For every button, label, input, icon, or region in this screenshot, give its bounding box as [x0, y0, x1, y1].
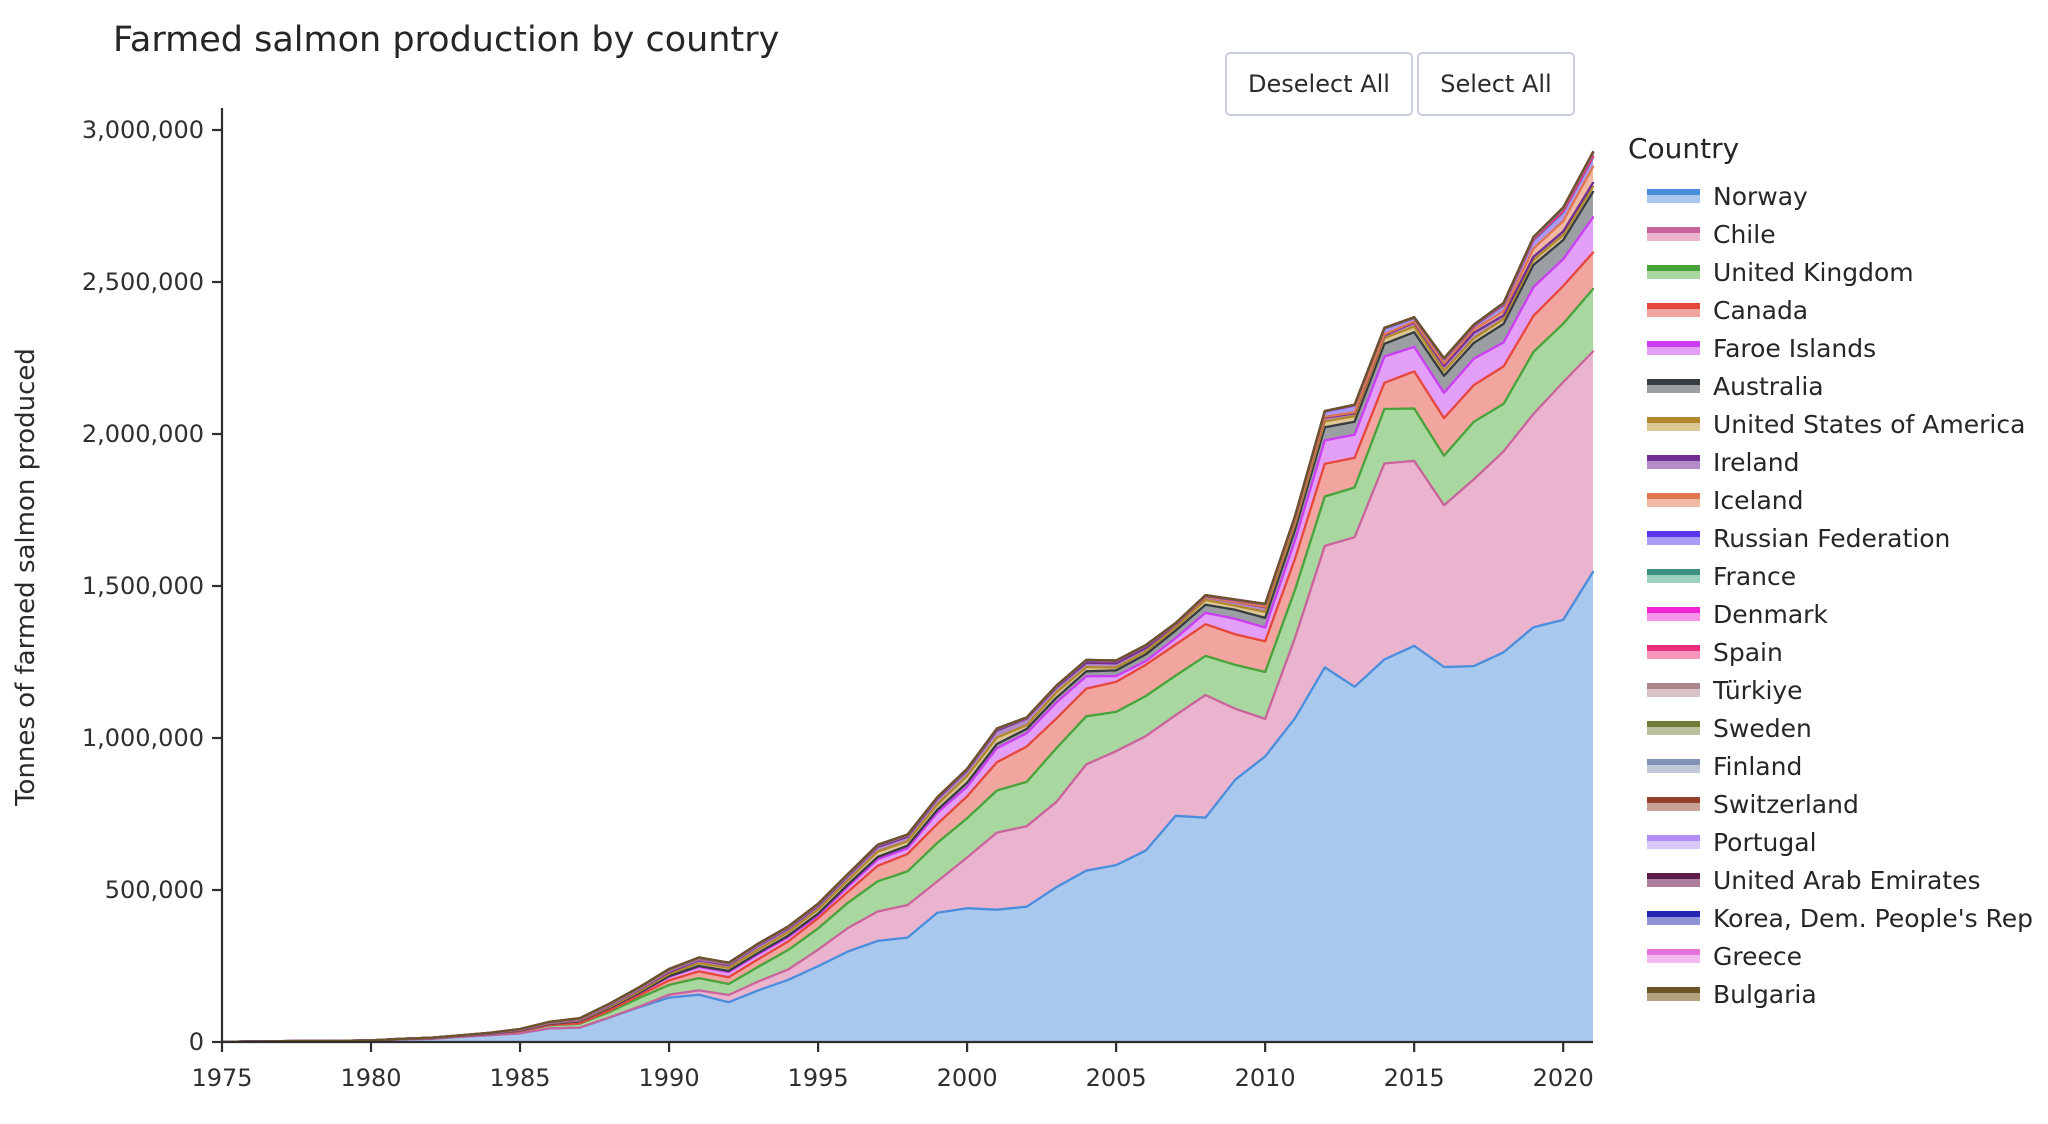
legend-swatch: [1647, 759, 1700, 773]
legend-item-label: Chile: [1713, 219, 1776, 249]
legend-item-portugal[interactable]: Portugal: [1628, 823, 2033, 861]
legend-item-label: United Arab Emirates: [1713, 865, 1981, 895]
legend-swatch: [1647, 455, 1700, 469]
legend-item-ireland[interactable]: Ireland: [1628, 443, 2033, 481]
legend-swatch: [1647, 607, 1700, 621]
legend-swatch: [1647, 645, 1700, 659]
legend-item-bulgaria[interactable]: Bulgaria: [1628, 975, 2033, 1013]
x-tick-label: 1980: [340, 1064, 401, 1092]
legend-item-switzerland[interactable]: Switzerland: [1628, 785, 2033, 823]
legend-item-label: Faroe Islands: [1713, 333, 1877, 363]
legend-item-label: Canada: [1713, 295, 1809, 325]
legend-swatch: [1647, 531, 1700, 545]
legend-item-france[interactable]: France: [1628, 557, 2033, 595]
legend-item-australia[interactable]: Australia: [1628, 367, 2033, 405]
legend-item-label: Bulgaria: [1713, 979, 1817, 1009]
legend-item-denmark[interactable]: Denmark: [1628, 595, 2033, 633]
legend-swatch: [1647, 683, 1700, 697]
y-tick-label: 1,000,000: [82, 724, 204, 752]
legend-item-label: Norway: [1713, 181, 1808, 211]
y-tick-label: 2,000,000: [82, 420, 204, 448]
legend-item-united-kingdom[interactable]: United Kingdom: [1628, 253, 2033, 291]
y-tick-label: 500,000: [105, 876, 204, 904]
legend-item-united-arab-emirates[interactable]: United Arab Emirates: [1628, 861, 2033, 899]
legend-swatch: [1647, 721, 1700, 735]
select-all-button[interactable]: Select All: [1417, 52, 1575, 116]
legend-item-label: Sweden: [1713, 713, 1812, 743]
y-tick-label: 3,000,000: [82, 116, 204, 144]
x-tick-label: 2005: [1086, 1064, 1147, 1092]
legend-item-finland[interactable]: Finland: [1628, 747, 2033, 785]
lines-group: [220, 150, 1595, 1043]
y-axis-title: Tonnes of farmed salmon produced: [11, 348, 41, 806]
x-tick-label: 2020: [1533, 1064, 1594, 1092]
legend-item-chile[interactable]: Chile: [1628, 215, 2033, 253]
legend-item-label: France: [1713, 561, 1797, 591]
legend-item-label: United Kingdom: [1713, 257, 1914, 287]
legend-item-canada[interactable]: Canada: [1628, 291, 2033, 329]
legend-swatch: [1647, 797, 1700, 811]
legend-swatch: [1647, 303, 1700, 317]
legend-item-russian-federation[interactable]: Russian Federation: [1628, 519, 2033, 557]
legend-item-label: Portugal: [1713, 827, 1817, 857]
legend-item-sweden[interactable]: Sweden: [1628, 709, 2033, 747]
legend-swatch: [1647, 949, 1700, 963]
area-united-kingdom: [222, 289, 1593, 1042]
x-tick-label: 2000: [937, 1064, 998, 1092]
legend-swatch: [1647, 227, 1700, 241]
legend-item-united-states-of-america[interactable]: United States of America: [1628, 405, 2033, 443]
legend-item-label: Iceland: [1713, 485, 1804, 515]
legend-swatch: [1647, 493, 1700, 507]
y-tick-label: 1,500,000: [82, 572, 204, 600]
legend-item-label: Finland: [1713, 751, 1803, 781]
legend-swatch: [1647, 417, 1700, 431]
legend-item-label: United States of America: [1713, 409, 2026, 439]
legend-items: Norway Chile United Kingdom Canada Faroe Isl…: [1628, 177, 2033, 1013]
chart-title: Farmed salmon production by country: [113, 20, 780, 60]
legend: Country Norway Chile United Kingdom Canada F…: [1628, 132, 2033, 1013]
legend-swatch: [1647, 569, 1700, 583]
x-tick-label: 1995: [788, 1064, 849, 1092]
areas-group: [222, 152, 1593, 1042]
y-tick-label: 0: [189, 1028, 204, 1056]
deselect-all-button[interactable]: Deselect All: [1225, 52, 1413, 116]
legend-swatch: [1647, 379, 1700, 393]
x-tick-label: 1990: [639, 1064, 700, 1092]
legend-item-norway[interactable]: Norway: [1628, 177, 2033, 215]
legend-item-spain[interactable]: Spain: [1628, 633, 2033, 671]
legend-item-label: Denmark: [1713, 599, 1828, 629]
x-tick-label: 2010: [1235, 1064, 1296, 1092]
axes: [212, 108, 1593, 1052]
legend-item-label: Korea, Dem. People's Rep: [1713, 903, 2034, 933]
legend-item-label: Russian Federation: [1713, 523, 1951, 553]
area-norway: [222, 572, 1593, 1042]
legend-swatch: [1647, 911, 1700, 925]
legend-item-t-rkiye[interactable]: Türkiye: [1628, 671, 2033, 709]
legend-item-label: Ireland: [1713, 447, 1800, 477]
line-bulgaria: [220, 150, 1595, 1043]
legend-item-greece[interactable]: Greece: [1628, 937, 2033, 975]
legend-item-iceland[interactable]: Iceland: [1628, 481, 2033, 519]
legend-swatch: [1647, 265, 1700, 279]
legend-item-label: Greece: [1713, 941, 1802, 971]
legend-swatch: [1647, 341, 1700, 355]
legend-title: Country: [1628, 132, 1740, 165]
legend-item-label: Spain: [1713, 637, 1783, 667]
legend-swatch: [1647, 987, 1700, 1001]
legend-item-label: Australia: [1713, 371, 1824, 401]
legend-item-faroe-islands[interactable]: Faroe Islands: [1628, 329, 2033, 367]
x-tick-label: 1975: [191, 1064, 252, 1092]
x-tick-label: 1985: [490, 1064, 551, 1092]
y-tick-label: 2,500,000: [82, 268, 204, 296]
legend-item-label: Switzerland: [1713, 789, 1859, 819]
legend-swatch: [1647, 873, 1700, 887]
legend-item-label: Türkiye: [1713, 675, 1803, 705]
legend-swatch: [1647, 189, 1700, 203]
legend-swatch: [1647, 835, 1700, 849]
legend-item-korea-dem-people-s-rep[interactable]: Korea, Dem. People's Rep: [1628, 899, 2033, 937]
x-tick-label: 2015: [1384, 1064, 1445, 1092]
